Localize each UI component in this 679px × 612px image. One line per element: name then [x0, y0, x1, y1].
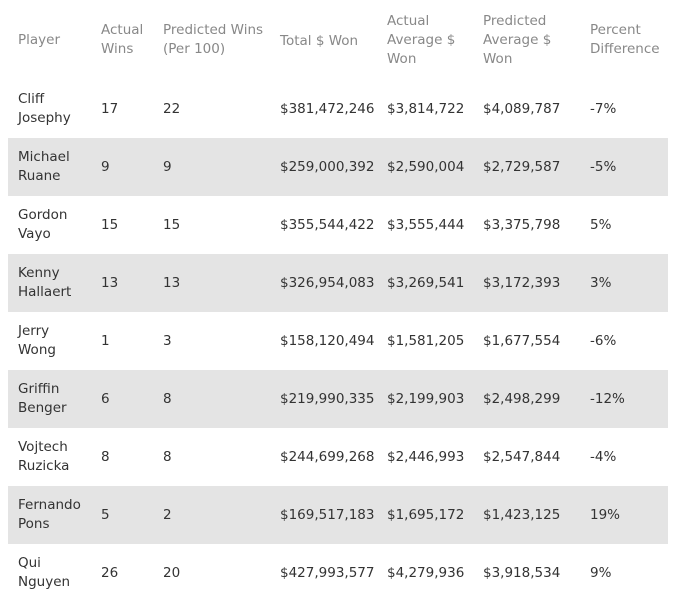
cell-predicted-average: $2,547,844: [483, 448, 561, 465]
cell-predicted-average: $3,172,393: [483, 274, 561, 291]
cell-actual-average: $3,814,722: [387, 100, 465, 117]
table-row: Fernando Pons 5 2 $169,517,183 $1,695,172 $1,…: [8, 486, 668, 544]
cell-actual-average: $1,581,205: [387, 332, 465, 349]
cell-total-won: $355,544,422: [280, 216, 375, 233]
cell-predicted-wins: 13: [163, 274, 181, 291]
header-actual-wins: Actual Wins: [101, 22, 144, 57]
cell-actual-wins: 5: [101, 506, 110, 523]
cell-actual-average: $2,590,004: [387, 158, 465, 175]
cell-player: Vojtech Ruzicka: [18, 439, 70, 474]
cell-percent-difference: -5%: [590, 158, 617, 175]
cell-actual-average: $3,269,541: [387, 274, 465, 291]
cell-percent-difference: -4%: [590, 448, 617, 465]
table-row: Gordon Vayo 15 15 $355,544,422 $3,555,444 $3,…: [8, 196, 668, 254]
table-row: Griffin Benger 6 8 $219,990,335 $2,199,903 $2…: [8, 370, 668, 428]
cell-percent-difference: -12%: [590, 390, 625, 407]
cell-player: Gordon Vayo: [18, 207, 68, 242]
cell-predicted-wins: 22: [163, 100, 181, 117]
cell-predicted-average: $1,677,554: [483, 332, 561, 349]
header-total-won: Total $ Won: [280, 32, 359, 49]
header-percent-difference: Percent Difference: [590, 22, 660, 57]
cell-actual-wins: 15: [101, 216, 119, 233]
cell-predicted-wins: 20: [163, 564, 181, 581]
cell-actual-wins: 13: [101, 274, 119, 291]
cell-total-won: $158,120,494: [280, 332, 375, 349]
header-predicted-average: Predicted Average $ Won: [483, 12, 552, 67]
cell-total-won: $244,699,268: [280, 448, 375, 465]
cell-predicted-wins: 9: [163, 158, 172, 175]
cell-total-won: $381,472,246: [280, 100, 375, 117]
cell-total-won: $427,993,577: [280, 564, 375, 581]
cell-percent-difference: 9%: [590, 564, 612, 581]
cell-predicted-wins: 3: [163, 332, 172, 349]
cell-percent-difference: -6%: [590, 332, 617, 349]
cell-player: Qui Nguyen: [18, 555, 71, 590]
table-header: Player Actual Wins Predicted Wins (Per 1…: [8, 0, 668, 80]
cell-total-won: $259,000,392: [280, 158, 375, 175]
cell-total-won: $326,954,083: [280, 274, 375, 291]
cell-actual-average: $3,555,444: [387, 216, 465, 233]
cell-player: Cliff Josephy: [18, 91, 71, 126]
cell-actual-average: $4,279,936: [387, 564, 465, 581]
cell-predicted-average: $2,498,299: [483, 390, 561, 407]
header-actual-average: Actual Average $ Won: [387, 12, 456, 67]
table-row: Vojtech Ruzicka 8 8 $244,699,268 $2,446,993 $…: [8, 428, 668, 486]
cell-player: Fernando Pons: [18, 497, 81, 532]
table-row: Kenny Hallaert 13 13 $326,954,083 $3,269,541…: [8, 254, 668, 312]
cell-predicted-average: $4,089,787: [483, 100, 561, 117]
cell-predicted-wins: 8: [163, 390, 172, 407]
cell-percent-difference: -7%: [590, 100, 617, 117]
cell-actual-wins: 8: [101, 448, 110, 465]
cell-player: Jerry Wong: [18, 323, 56, 358]
table-row: Michael Ruane 9 9 $259,000,392 $2,590,004 $2,…: [8, 138, 668, 196]
cell-total-won: $169,517,183: [280, 506, 375, 523]
header-player: Player: [18, 31, 61, 48]
cell-actual-average: $2,199,903: [387, 390, 465, 407]
cell-percent-difference: 19%: [590, 506, 621, 523]
table-row: Qui Nguyen 26 20 $427,993,577 $4,279,936 $3,9…: [8, 544, 668, 602]
cell-predicted-wins: 8: [163, 448, 172, 465]
cell-predicted-average: $1,423,125: [483, 506, 561, 523]
cell-actual-wins: 9: [101, 158, 110, 175]
cell-player: Griffin Benger: [18, 381, 67, 416]
cell-predicted-wins: 15: [163, 216, 181, 233]
cell-actual-wins: 1: [101, 332, 110, 349]
cell-percent-difference: 3%: [590, 274, 612, 291]
cell-actual-wins: 17: [101, 100, 119, 117]
stats-table: Player Actual Wins Predicted Wins (Per 1…: [8, 0, 668, 602]
cell-actual-wins: 6: [101, 390, 110, 407]
cell-actual-wins: 26: [101, 564, 119, 581]
cell-predicted-average: $2,729,587: [483, 158, 561, 175]
cell-player: Michael Ruane: [18, 149, 70, 184]
header-predicted-wins: Predicted Wins (Per 100): [163, 22, 264, 57]
table-row: Jerry Wong 1 3 $158,120,494 $1,581,205 $1,677…: [8, 312, 668, 370]
cell-total-won: $219,990,335: [280, 390, 375, 407]
table-body: Cliff Josephy 17 22 $381,472,246 $3,814,722 $…: [8, 80, 668, 602]
cell-percent-difference: 5%: [590, 216, 612, 233]
cell-actual-average: $1,695,172: [387, 506, 465, 523]
cell-player: Kenny Hallaert: [18, 265, 72, 300]
cell-predicted-average: $3,918,534: [483, 564, 561, 581]
cell-predicted-wins: 2: [163, 506, 172, 523]
cell-predicted-average: $3,375,798: [483, 216, 561, 233]
table-row: Cliff Josephy 17 22 $381,472,246 $3,814,722 $…: [8, 80, 668, 138]
cell-actual-average: $2,446,993: [387, 448, 465, 465]
